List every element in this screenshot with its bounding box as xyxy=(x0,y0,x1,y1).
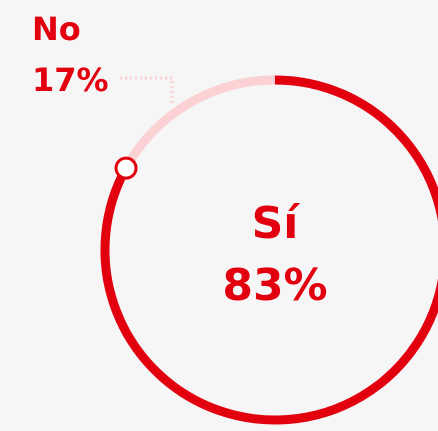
leader-line xyxy=(120,76,174,104)
segment-marker xyxy=(114,156,138,180)
donut-segment xyxy=(122,75,276,171)
segment-label: No xyxy=(32,10,81,48)
donut-segment xyxy=(100,75,438,425)
segment-value: 17% xyxy=(32,61,109,99)
segment-value: 83% xyxy=(222,260,327,311)
segment-label: Sí xyxy=(252,198,302,249)
